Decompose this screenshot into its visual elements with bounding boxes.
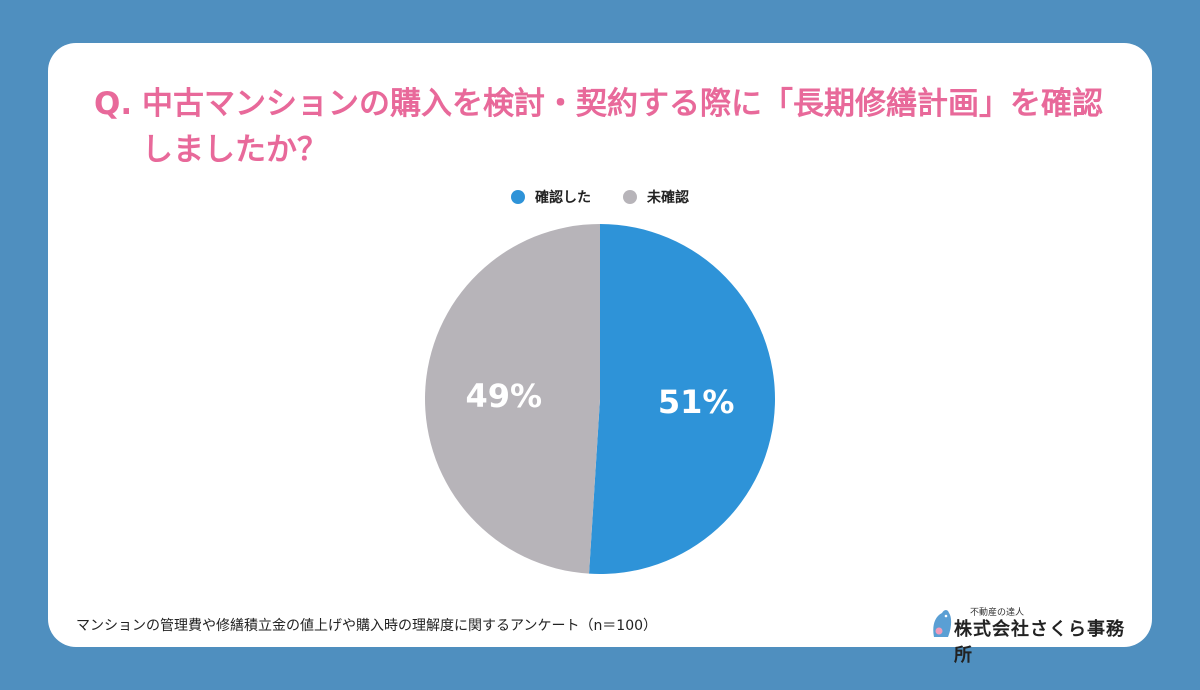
survey-footnote: マンションの管理費や修繕積立金の値上げや購入時の理解度に関するアンケート（n＝1… xyxy=(76,618,658,634)
legend-label-unconfirmed: 未確認 xyxy=(647,190,689,206)
bird-logo-icon xyxy=(933,610,952,637)
legend-swatch-confirmed xyxy=(511,190,525,204)
logo-name: 株式会社さくら事務所 xyxy=(954,619,1125,666)
question-prefix: Q. xyxy=(94,86,133,122)
pie-slice-confirmed xyxy=(589,224,776,574)
legend-label-confirmed: 確認した xyxy=(535,190,591,206)
company-logo: 不動産の達人 株式会社さくら事務所 xyxy=(930,605,1140,666)
survey-card: Q. 中古マンションの購入を検討・契約する際に「長期修繕計画」を確認しましたか？… xyxy=(48,43,1152,666)
chart-legend: 確認した 未確認 xyxy=(48,187,1152,207)
pie-chart: 51% 49% xyxy=(425,224,776,574)
logo-tagline: 不動産の達人 xyxy=(970,608,1025,618)
legend-item-unconfirmed: 未確認 xyxy=(623,187,689,207)
legend-item-confirmed: 確認した xyxy=(511,187,591,207)
pie-label-confirmed: 51% xyxy=(658,383,735,421)
pie-label-unconfirmed: 49% xyxy=(466,377,543,415)
pie-slice-unconfirmed xyxy=(425,224,600,574)
legend-swatch-unconfirmed xyxy=(623,190,637,204)
question-text: 中古マンションの購入を検討・契約する際に「長期修繕計画」を確認しましたか？ xyxy=(142,86,1103,168)
